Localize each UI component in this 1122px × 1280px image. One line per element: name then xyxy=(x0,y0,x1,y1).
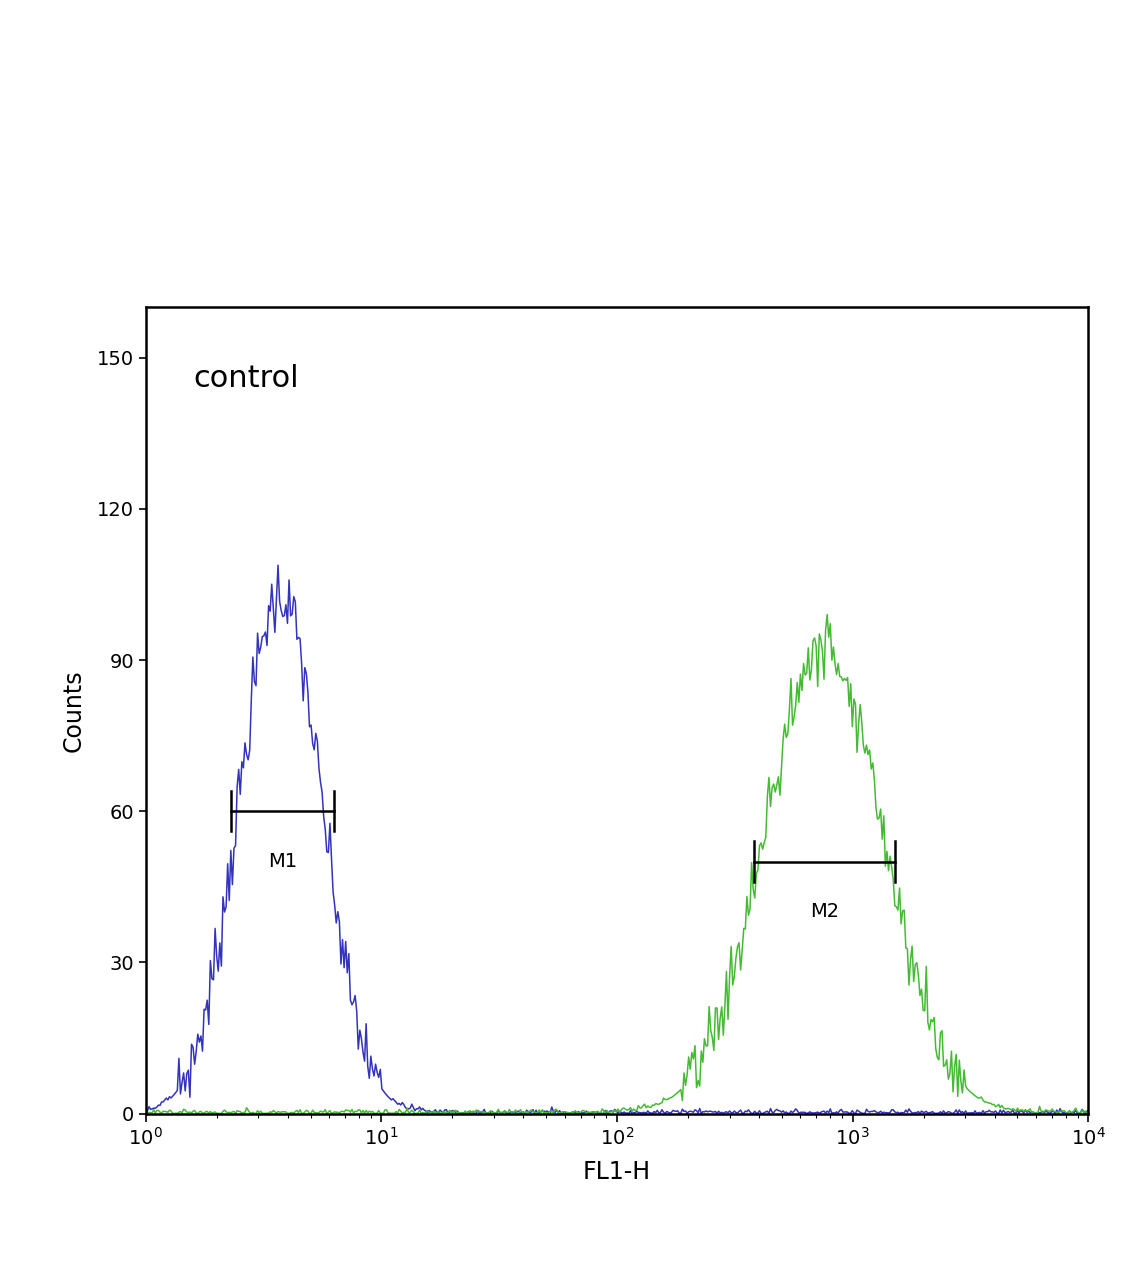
Text: M1: M1 xyxy=(268,851,297,870)
X-axis label: FL1-H: FL1-H xyxy=(583,1160,651,1184)
Text: M2: M2 xyxy=(810,902,839,920)
Y-axis label: Counts: Counts xyxy=(62,669,85,751)
Text: control: control xyxy=(193,364,298,393)
